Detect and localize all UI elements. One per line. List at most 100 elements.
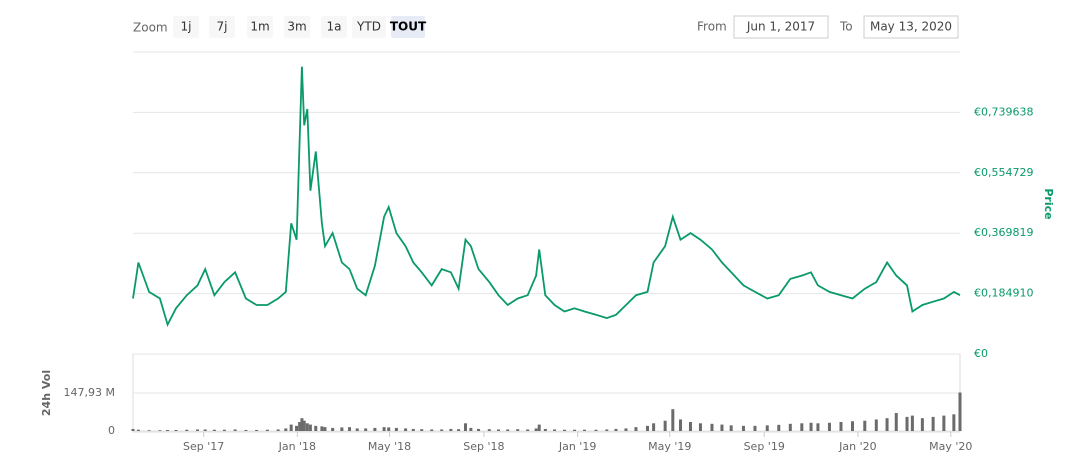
volume-bar bbox=[678, 419, 682, 431]
volume-bar bbox=[298, 422, 302, 431]
y-tick-label: €0,184910 bbox=[974, 287, 1034, 300]
volume-bar bbox=[289, 424, 293, 431]
x-tick-label: May '20 bbox=[929, 440, 972, 453]
price-line bbox=[132, 66, 961, 328]
volume-bar bbox=[905, 416, 909, 431]
volume-bar bbox=[624, 428, 628, 431]
volume-bar bbox=[671, 409, 675, 431]
volume-bar bbox=[487, 429, 491, 431]
volume-bar bbox=[958, 392, 962, 431]
volume-bar bbox=[394, 427, 398, 431]
x-tick-label: Sep '19 bbox=[744, 440, 785, 453]
y-tick-label: 0 bbox=[108, 424, 115, 437]
zoom-button[interactable] bbox=[284, 16, 310, 38]
volume-bar bbox=[469, 427, 473, 431]
volume-bar bbox=[404, 428, 408, 431]
volume-bar bbox=[265, 429, 269, 431]
volume-bar bbox=[645, 425, 649, 431]
zoom-button[interactable] bbox=[321, 16, 347, 38]
from-value[interactable]: Jun 1, 2017 bbox=[746, 20, 815, 34]
zoom-button-label[interactable]: 1m bbox=[250, 20, 269, 34]
volume-bar bbox=[203, 429, 207, 431]
x-tick-label: Jan '20 bbox=[838, 440, 876, 453]
volume-bar bbox=[910, 415, 914, 431]
x-tick-label: Jan '18 bbox=[278, 440, 316, 453]
zoom-button-label[interactable]: TOUT bbox=[390, 20, 427, 34]
to-value[interactable]: May 13, 2020 bbox=[870, 20, 952, 34]
to-input[interactable] bbox=[863, 15, 959, 39]
volume-bar bbox=[526, 429, 530, 431]
zoom-button-label[interactable]: 3m bbox=[287, 20, 306, 34]
zoom-button-label[interactable]: YTD bbox=[356, 20, 381, 34]
volume-bar bbox=[583, 429, 587, 431]
volume-bar bbox=[809, 422, 813, 431]
volume-bar bbox=[373, 427, 377, 431]
volume-bar bbox=[952, 414, 956, 431]
volume-bar bbox=[284, 428, 288, 431]
volume-bar bbox=[174, 429, 178, 431]
volume-bar bbox=[387, 427, 391, 431]
zoom-button-label[interactable]: 7j bbox=[217, 20, 228, 34]
volume-bar bbox=[147, 430, 151, 431]
volume-bar bbox=[573, 429, 577, 431]
volume-bar bbox=[605, 429, 609, 431]
volume-bar bbox=[534, 428, 538, 431]
to-label: To bbox=[839, 20, 853, 34]
zoom-button[interactable] bbox=[247, 16, 273, 38]
volume-bar bbox=[863, 420, 867, 431]
volume-bar bbox=[827, 422, 831, 431]
volume-bar bbox=[295, 425, 299, 431]
volume-bar bbox=[652, 423, 656, 431]
from-input[interactable] bbox=[733, 15, 829, 39]
volume-bar bbox=[688, 422, 692, 431]
volume-bar bbox=[449, 428, 453, 431]
volume-bar bbox=[233, 429, 237, 431]
volume-bar bbox=[614, 428, 618, 431]
volume-bar bbox=[430, 429, 434, 431]
volume-bar bbox=[320, 426, 324, 431]
zoom-button[interactable] bbox=[352, 16, 386, 38]
volume-bar bbox=[720, 424, 724, 431]
y-tick-label: €0 bbox=[974, 347, 988, 360]
volume-bar bbox=[788, 423, 792, 431]
volume-bar bbox=[222, 429, 226, 431]
volume-bar bbox=[244, 429, 248, 431]
volume-bar bbox=[348, 427, 352, 431]
volume-bar bbox=[302, 420, 306, 431]
volume-bar bbox=[276, 429, 280, 431]
x-tick-label: Jan '19 bbox=[558, 440, 596, 453]
volume-bar bbox=[777, 424, 781, 431]
zoom-button-label[interactable]: 1j bbox=[181, 20, 192, 34]
zoom-button[interactable] bbox=[391, 16, 425, 38]
volume-bar bbox=[885, 418, 889, 431]
from-label: From bbox=[697, 20, 727, 34]
zoom-button-label[interactable]: 1a bbox=[327, 20, 342, 34]
y-tick-label: €0,739638 bbox=[974, 105, 1034, 118]
volume-bar bbox=[314, 425, 318, 431]
y-tick-label: 147,93 M bbox=[64, 386, 115, 399]
volume-bar bbox=[931, 416, 935, 431]
zoom-button[interactable] bbox=[173, 16, 199, 38]
volume-bar bbox=[516, 429, 520, 431]
volume-bar bbox=[634, 427, 638, 431]
volume-bar bbox=[323, 427, 327, 431]
volume-bar bbox=[364, 428, 368, 431]
volume-bar bbox=[477, 428, 481, 431]
x-tick-label: Sep '18 bbox=[463, 440, 504, 453]
volume-bar bbox=[816, 423, 820, 431]
volume-bar bbox=[196, 429, 200, 431]
volume-bar bbox=[850, 421, 854, 431]
zoom-button[interactable] bbox=[209, 16, 235, 38]
volume-bar bbox=[255, 429, 259, 431]
volume-bar bbox=[308, 424, 312, 431]
volume-bar bbox=[300, 418, 304, 431]
volume-bar bbox=[663, 420, 667, 431]
volume-bar bbox=[497, 429, 501, 431]
volume-bar bbox=[741, 425, 745, 431]
volume-bar bbox=[537, 424, 541, 431]
volume-bar bbox=[753, 425, 757, 431]
volume-bar bbox=[131, 428, 135, 431]
x-tick-label: May '18 bbox=[368, 440, 411, 453]
volume-bar bbox=[506, 429, 510, 431]
y-axis-label: 24h Vol bbox=[40, 370, 53, 416]
